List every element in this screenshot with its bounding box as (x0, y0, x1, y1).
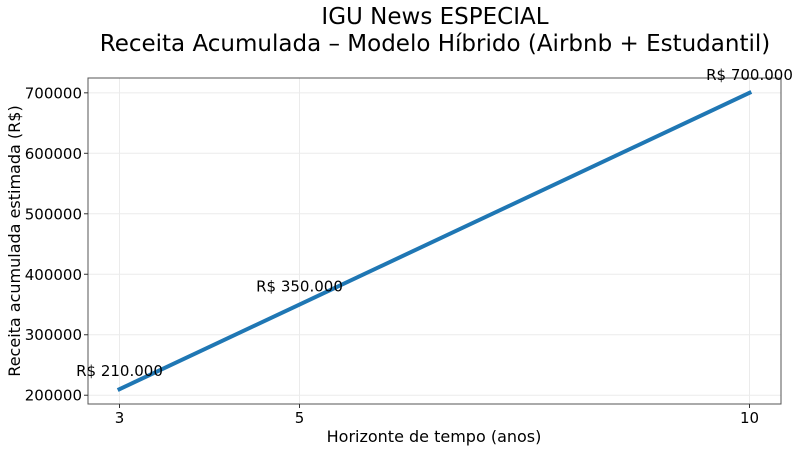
x-tick-label: 5 (295, 409, 305, 427)
series-line (116, 90, 753, 392)
y-tick-label: 200000 (25, 387, 82, 405)
ticks: 3 5 10 200000 300000 400000 500000 600000 700000 (25, 84, 759, 427)
plot-area (87, 77, 782, 405)
data-label: R$ 210.000 (76, 362, 163, 380)
y-axis-label: Receita acumulada estimada (R$) (5, 105, 24, 376)
data-label: R$ 700.000 (706, 66, 793, 84)
grid (88, 78, 781, 404)
x-axis-label: Horizonte de tempo (anos) (327, 427, 542, 446)
y-tick-label: 600000 (25, 145, 82, 163)
x-tick-label: 10 (740, 409, 759, 427)
y-tick-label: 300000 (25, 326, 82, 344)
data-label: R$ 350.000 (256, 278, 343, 296)
y-tick-label: 700000 (25, 84, 82, 102)
annotations: R$ 210.000 R$ 350.000 R$ 700.000 (76, 66, 793, 380)
y-tick-label: 400000 (25, 266, 82, 284)
chart-title: IGU News ESPECIAL (321, 4, 548, 30)
y-tick-label: 500000 (25, 205, 82, 223)
x-tick-label: 3 (115, 409, 125, 427)
chart-subtitle: Receita Acumulada – Modelo Híbrido (Airb… (100, 31, 770, 57)
series (116, 90, 753, 392)
